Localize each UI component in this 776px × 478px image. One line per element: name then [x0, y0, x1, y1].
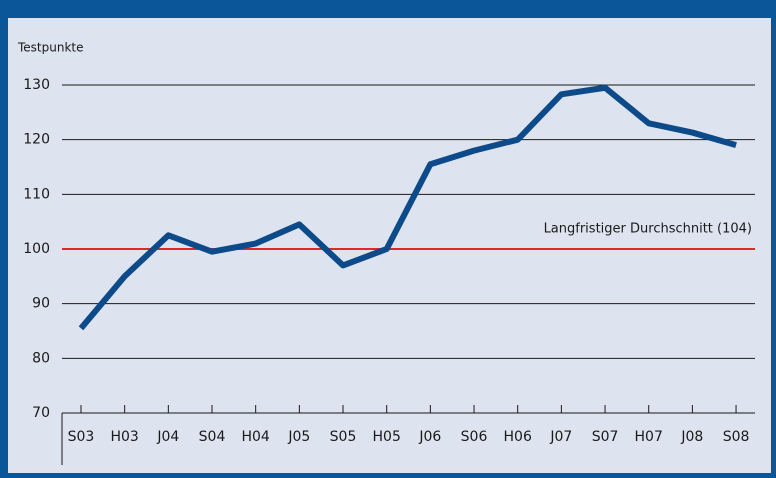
x-tick-label: J04	[156, 429, 179, 445]
x-tick-label: S03	[68, 429, 95, 445]
x-tick-label: H07	[635, 429, 663, 445]
y-tick-label: 90	[32, 296, 50, 312]
x-tick-label: H03	[110, 429, 138, 445]
x-tick-label: J07	[549, 429, 572, 445]
x-tick-label: H06	[504, 429, 532, 445]
x-tick-label: S04	[199, 429, 226, 445]
y-tick-label: 80	[32, 350, 50, 366]
x-tick-label: J06	[418, 429, 441, 445]
x-tick-label: S08	[723, 429, 750, 445]
x-tick-label: J05	[287, 429, 310, 445]
x-tick-label: S06	[461, 429, 488, 445]
y-tick-label: 70	[32, 405, 50, 421]
y-tick-label: 100	[23, 241, 50, 257]
x-tick-label: H04	[242, 429, 270, 445]
x-tick-label: S07	[592, 429, 619, 445]
x-tick-label: J08	[680, 429, 703, 445]
y-axis-label: Testpunkte	[17, 41, 84, 55]
x-tick-label: S05	[330, 429, 357, 445]
y-tick-label: 110	[23, 186, 50, 202]
y-tick-label: 130	[23, 77, 50, 93]
y-tick-label: 120	[23, 132, 50, 148]
data-line	[78, 84, 737, 331]
x-tick-label: H05	[373, 429, 401, 445]
reference-label: Langfristiger Durchschnitt (104)	[544, 222, 752, 237]
